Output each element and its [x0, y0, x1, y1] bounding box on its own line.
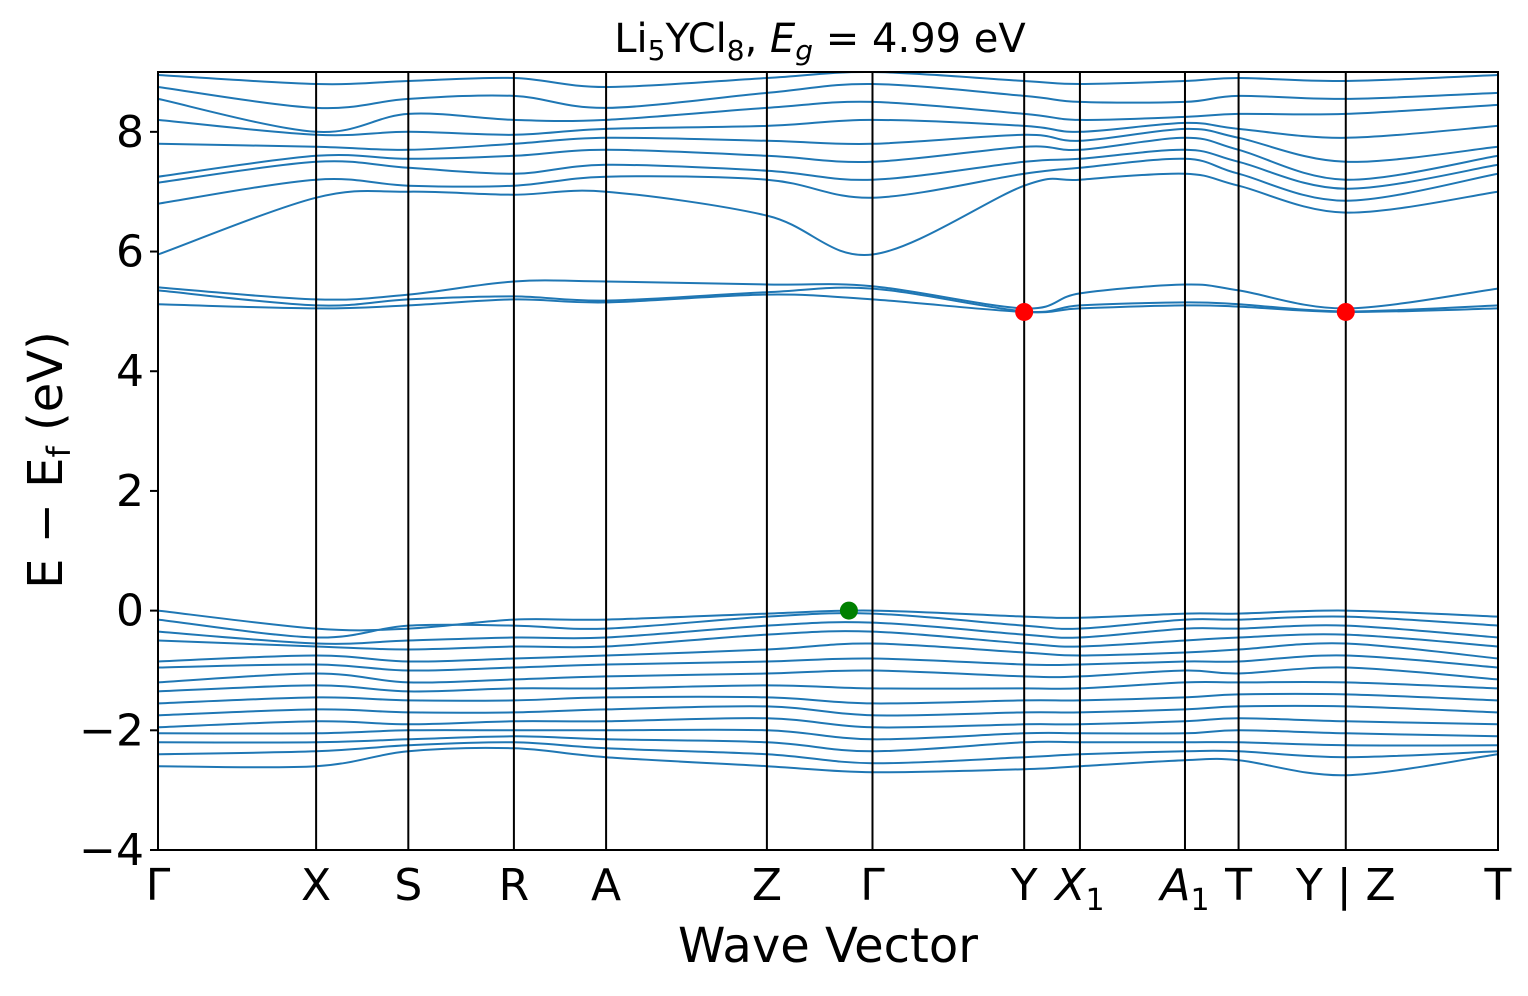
x-axis-kpoint-labels: Γ X S R A Z Γ Y X1 A1 T Y | Z T: [146, 860, 1512, 918]
conduction-band-12: [158, 72, 1498, 89]
y-tick-label: −2: [79, 705, 144, 756]
conduction-band-9: [158, 118, 1498, 139]
valence-band-11: [158, 717, 1498, 729]
x-kpoint-label: R: [499, 860, 530, 911]
cbm-marker-1: [1015, 302, 1034, 321]
conduction-band-10: [158, 97, 1498, 133]
x-kpoint-label: T: [1484, 860, 1512, 911]
chart-title: Li5YCl8, Eg = 4.99 eV: [614, 16, 1026, 67]
cbm-marker-2: [1336, 302, 1355, 321]
x-kpoint-label: S: [394, 860, 422, 911]
bands-layer: [158, 72, 1498, 777]
y-tick-label: 2: [116, 466, 144, 517]
x-kpoint-label: X1: [1053, 860, 1104, 918]
conduction-band-4: [158, 172, 1498, 256]
y-tick-label: −4: [79, 825, 144, 876]
y-axis-label: E − Ef (eV): [18, 331, 78, 589]
band-lines: [158, 72, 1498, 777]
x-kpoint-label: Y: [1010, 860, 1038, 911]
band-edge-markers: [839, 302, 1355, 620]
plot-frame: [157, 71, 1499, 851]
valence-band-7: [158, 666, 1498, 684]
valence-band-12: [158, 728, 1498, 741]
conduction-band-11: [158, 82, 1498, 110]
valence-band-10: [158, 704, 1498, 717]
kpoint-divider-lines: [315, 72, 1347, 850]
valence-band-15: [158, 746, 1498, 777]
valence-band-8: [158, 680, 1498, 693]
valence-band-9: [158, 692, 1498, 705]
y-tick-label: 6: [116, 227, 144, 278]
x-kpoint-label: Γ: [146, 860, 171, 911]
y-tick-label: 0: [116, 586, 144, 637]
x-kpoint-label: Y | Z: [1295, 860, 1396, 911]
x-kpoint-label: Z: [752, 860, 782, 911]
x-kpoint-label: Γ: [860, 860, 885, 911]
x-kpoint-label: T: [1224, 860, 1252, 911]
vbm-marker: [839, 601, 858, 620]
y-axis-ticks: −4 −2 0 2 4 6 8: [79, 107, 158, 876]
x-kpoint-label: X: [301, 860, 331, 911]
y-tick-label: 8: [116, 107, 144, 158]
y-tick-label: 4: [116, 346, 144, 397]
x-kpoint-label: A1: [1157, 860, 1209, 918]
x-kpoint-label: A: [591, 860, 621, 911]
x-axis-label: Wave Vector: [678, 918, 978, 974]
